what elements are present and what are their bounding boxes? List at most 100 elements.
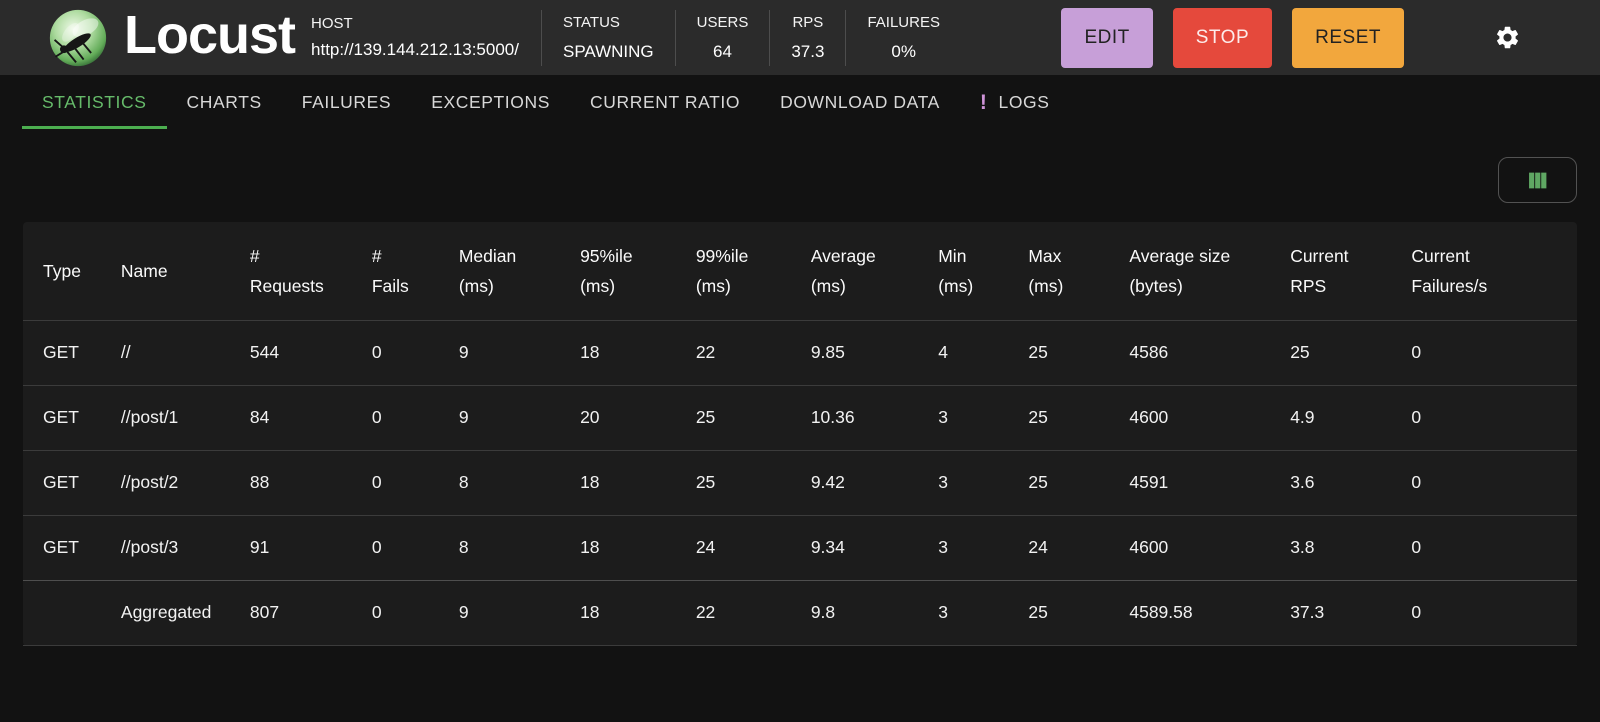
cell-p95: 18 <box>580 579 696 646</box>
tab-label: EXCEPTIONS <box>431 92 550 112</box>
column-header-text: Median <box>458 245 517 266</box>
column-header-text: Average size <box>1129 245 1231 266</box>
cell-avg-size: 4586 <box>1129 319 1291 385</box>
exclamation-badge: ! <box>979 91 988 114</box>
column-header-current-failures[interactable]: Current Failures/s <box>1411 222 1577 320</box>
cell-requests: 544 <box>249 319 372 385</box>
cell-avg-size: 4589.58 <box>1129 579 1291 646</box>
rps-label: RPS <box>792 13 824 31</box>
view-columns-icon <box>1524 167 1551 194</box>
column-header-text: Min <box>938 245 967 266</box>
tab-download-data[interactable]: DOWNLOAD DATA <box>760 79 960 129</box>
tab-logs[interactable]: ! LOGS <box>960 79 1070 129</box>
column-header-fails[interactable]: # Fails <box>372 222 459 320</box>
column-header-text: (ms) <box>938 275 974 296</box>
column-header-text: Max <box>1028 245 1062 266</box>
cell-current-rps: 3.6 <box>1290 449 1412 515</box>
column-header-max[interactable]: Max (ms) <box>1028 222 1129 320</box>
column-header-p95[interactable]: 95%ile (ms) <box>580 222 696 320</box>
column-header-avg-size[interactable]: Average size (bytes) <box>1129 222 1290 320</box>
cell-fails: 0 <box>371 514 459 580</box>
cell-requests: 91 <box>249 514 372 580</box>
cell-fails: 0 <box>371 319 459 385</box>
cell-average: 9.34 <box>810 514 939 580</box>
edit-button[interactable]: EDIT <box>1061 7 1153 68</box>
column-header-text: (ms) <box>458 275 494 296</box>
cell-min: 3 <box>938 449 1029 515</box>
users-count: 64 <box>713 41 732 61</box>
topbar-actions: EDIT STOP RESET <box>1061 7 1522 68</box>
cell-name: //post/1 <box>120 384 250 450</box>
cell-p95: 18 <box>580 449 696 515</box>
column-header-text: (ms) <box>1028 275 1064 296</box>
column-header-name[interactable]: Name <box>121 222 250 320</box>
status-block: STATUS SPAWNING <box>540 9 675 66</box>
cell-name: //post/2 <box>120 449 250 515</box>
cell-avg-size: 4591 <box>1129 449 1291 515</box>
cell-min: 3 <box>938 579 1029 646</box>
locust-logo-icon[interactable] <box>48 8 108 68</box>
statistics-table: Type Name # Requests # Fails Median (ms) 95%ile (… <box>23 222 1577 646</box>
tab-failures[interactable]: FAILURES <box>282 79 411 129</box>
tab-label: LOGS <box>998 92 1050 112</box>
rps-block: RPS 37.3 <box>769 9 845 66</box>
column-header-average[interactable]: Average (ms) <box>811 222 938 320</box>
cell-p95: 20 <box>580 384 696 450</box>
settings-button[interactable] <box>1492 23 1522 53</box>
cell-type: GET <box>23 514 121 580</box>
cell-median: 9 <box>458 579 581 646</box>
tab-statistics[interactable]: STATISTICS <box>22 79 167 129</box>
cell-fails: 0 <box>371 384 459 450</box>
cell-type: GET <box>23 449 121 515</box>
host-block: HOST http://139.144.212.13:5000/ <box>311 11 519 64</box>
column-header-text: Current <box>1411 245 1470 266</box>
table-header-row: Type Name # Requests # Fails Median (ms) 95%ile (… <box>23 222 1577 320</box>
cell-median: 8 <box>458 514 581 580</box>
cell-avg-size: 4600 <box>1129 384 1291 450</box>
failures-percentage: 0% <box>891 41 916 61</box>
column-header-requests[interactable]: # Requests <box>250 222 372 320</box>
tab-exceptions[interactable]: EXCEPTIONS <box>411 79 570 129</box>
table-row: GET//544 0 9 18 22 9.85 4 25 4586 25 0 <box>23 319 1577 385</box>
cell-median: 9 <box>458 384 581 450</box>
statistics-table-card: Type Name # Requests # Fails Median (ms) 95%ile (… <box>23 222 1577 646</box>
cell-current-failures: 0 <box>1411 514 1577 580</box>
cell-p99: 22 <box>695 319 811 385</box>
column-header-text: Failures/s <box>1411 275 1488 296</box>
app-title: Locust <box>124 4 296 65</box>
cell-p99: 24 <box>695 514 811 580</box>
cell-type <box>23 579 121 646</box>
column-header-type[interactable]: Type <box>23 222 121 320</box>
stop-button[interactable]: STOP <box>1172 7 1273 68</box>
cell-current-failures: 0 <box>1411 319 1577 385</box>
column-header-min[interactable]: Min (ms) <box>938 222 1028 320</box>
top-app-bar: Locust HOST http://139.144.212.13:5000/ … <box>0 0 1600 75</box>
cell-median: 9 <box>458 319 581 385</box>
cell-min: 4 <box>938 319 1029 385</box>
column-header-current-rps[interactable]: Current RPS <box>1290 222 1411 320</box>
tab-charts[interactable]: CHARTS <box>167 79 282 129</box>
host-label: HOST <box>311 15 353 32</box>
column-header-median[interactable]: Median (ms) <box>459 222 580 320</box>
cell-current-rps: 25 <box>1290 319 1412 385</box>
cell-current-rps: 3.8 <box>1290 514 1412 580</box>
table-row: GET//post/1 84 0 9 20 25 10.36 3 25 4600 4.9 0 <box>23 384 1577 450</box>
tab-current-ratio[interactable]: CURRENT RATIO <box>570 79 760 129</box>
cell-current-failures: 0 <box>1411 384 1577 450</box>
cell-type: GET <box>23 319 121 385</box>
column-header-text: (ms) <box>580 275 616 296</box>
status-label: STATUS <box>562 13 620 31</box>
column-header-text: Current <box>1290 245 1349 266</box>
column-header-p99[interactable]: 99%ile (ms) <box>696 222 811 320</box>
users-block: USERS 64 <box>674 9 770 66</box>
column-selector-button[interactable] <box>1498 157 1577 203</box>
reset-button[interactable]: RESET <box>1292 7 1404 68</box>
gear-icon <box>1494 24 1521 51</box>
cell-current-failures: 0 <box>1411 449 1577 515</box>
cell-p95: 18 <box>580 514 696 580</box>
cell-requests: 88 <box>249 449 372 515</box>
cell-p99: 25 <box>695 449 811 515</box>
tab-bar: STATISTICS CHARTS FAILURES EXCEPTIONS CURREN… <box>0 79 1600 129</box>
table-row: GET//post/3 91 0 8 18 24 9.34 3 24 4600 3.8 0 <box>23 514 1577 580</box>
tab-label: STATISTICS <box>42 92 147 112</box>
